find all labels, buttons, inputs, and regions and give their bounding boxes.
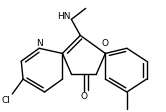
Text: O: O bbox=[80, 92, 87, 101]
Text: Cl: Cl bbox=[2, 96, 11, 105]
Text: N: N bbox=[36, 39, 42, 48]
Text: O: O bbox=[102, 39, 109, 48]
Text: HN: HN bbox=[57, 12, 71, 21]
